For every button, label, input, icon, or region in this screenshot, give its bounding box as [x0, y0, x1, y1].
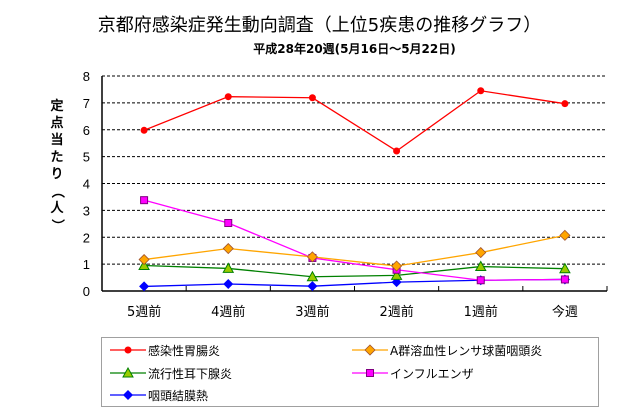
data-point [224, 219, 233, 228]
data-point [393, 147, 401, 155]
legend-marker-icon [352, 344, 388, 356]
y-tick-label: 2 [83, 230, 90, 245]
legend-label: インフルエンザ [390, 366, 474, 381]
chart-title: 京都府感染症発生動向調査（上位5疾患の推移グラフ） [97, 15, 542, 36]
data-point [559, 262, 571, 274]
x-tick-label: 1週前 [464, 304, 498, 320]
legend-label: 感染性胃腸炎 [148, 343, 221, 358]
y-axis-label-char: 点 [50, 116, 64, 131]
data-point [391, 260, 403, 272]
x-tick-label: 5週前 [127, 304, 161, 320]
legend-item: 流行性耳下腺炎 [110, 364, 232, 382]
data-point [224, 93, 232, 101]
legend-label: 流行性耳下腺炎 [148, 366, 233, 381]
data-point [139, 281, 150, 292]
data-point [560, 275, 569, 284]
legend-marker-icon [110, 390, 146, 400]
series-2 [138, 229, 571, 272]
legend-item: A群溶血性レンサ球菌咽頭炎 [352, 341, 542, 359]
chart-subtitle: 平成28年20週(5月16日～5月22日) [253, 42, 456, 56]
y-axis-label-char: 定 [50, 99, 64, 114]
data-point [306, 251, 318, 263]
line-chart: 0 1 2 3 4 5 6 7 8 5週前 4週前 3週前 2週前 1週前 今週 [83, 69, 608, 320]
data-point [223, 279, 234, 290]
y-axis-label-char: 人 [50, 201, 64, 216]
data-point [308, 94, 316, 102]
data-point [561, 100, 569, 108]
legend-marker [364, 344, 376, 356]
y-tick-label: 7 [83, 96, 90, 111]
data-point [140, 126, 148, 134]
data-point [222, 262, 235, 273]
x-tick-label: 今週 [552, 304, 578, 320]
legend-marker [123, 390, 133, 400]
x-tick-label: 4週前 [211, 304, 245, 320]
data-point [138, 253, 150, 266]
y-tick-label: 1 [83, 257, 90, 272]
legend-label: 咽頭結膜熱 [148, 388, 209, 403]
series-1 [140, 87, 569, 155]
y-axis-label-char: 当 [50, 133, 64, 148]
legend-item: 感染性胃腸炎 [110, 341, 220, 359]
y-tick-label: 4 [83, 177, 90, 192]
y-tick-label: 3 [83, 203, 90, 218]
y-axis-label-char: り [50, 167, 64, 182]
data-point [307, 281, 318, 292]
legend-marker-icon [110, 367, 146, 378]
legend-item: インフルエンザ [352, 364, 474, 382]
series-line [144, 264, 565, 278]
legend-label: A群溶血性レンサ球菌咽頭炎 [390, 343, 543, 358]
series-line [143, 90, 566, 152]
series-line [143, 234, 566, 267]
legend-marker-icon [352, 369, 388, 377]
data-point [477, 87, 485, 95]
x-tick-label: 2週前 [379, 304, 413, 320]
legend-marker [122, 367, 134, 378]
series-4 [140, 196, 569, 285]
y-tick-label: 8 [83, 69, 90, 84]
data-point [474, 260, 487, 272]
y-tick-label: 6 [83, 123, 90, 138]
data-point [140, 196, 149, 205]
legend-marker [124, 346, 132, 354]
legend: 感染性胃腸炎 A群溶血性レンサ球菌咽頭炎流行性耳下腺炎 インフルエンザ咽頭結膜熱 [101, 337, 599, 407]
y-axis-label-char: た [50, 150, 64, 165]
y-axis-label: 定点当たり（人） [49, 98, 65, 234]
data-point [222, 242, 234, 255]
y-tick-label: 0 [83, 284, 90, 299]
x-tick-label: 3週前 [295, 304, 329, 320]
legend-marker-icon [110, 346, 146, 354]
legend-item: 咽頭結膜熱 [110, 386, 208, 404]
y-tick-label: 5 [83, 150, 90, 165]
data-point [476, 276, 485, 285]
data-point [306, 270, 319, 282]
data-point [475, 247, 487, 259]
legend-marker [366, 369, 374, 377]
data-point [559, 229, 571, 241]
data-point [390, 269, 403, 280]
series-line [143, 199, 565, 281]
